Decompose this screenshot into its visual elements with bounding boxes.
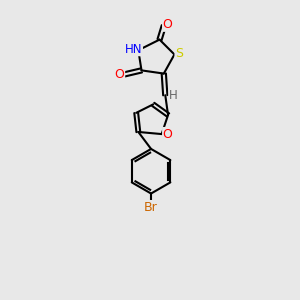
Text: O: O xyxy=(115,68,124,81)
Text: Br: Br xyxy=(144,201,158,214)
Text: O: O xyxy=(163,18,172,31)
Text: S: S xyxy=(175,47,183,60)
Text: HN: HN xyxy=(125,43,142,56)
Text: H: H xyxy=(169,89,178,102)
Text: O: O xyxy=(163,128,172,141)
